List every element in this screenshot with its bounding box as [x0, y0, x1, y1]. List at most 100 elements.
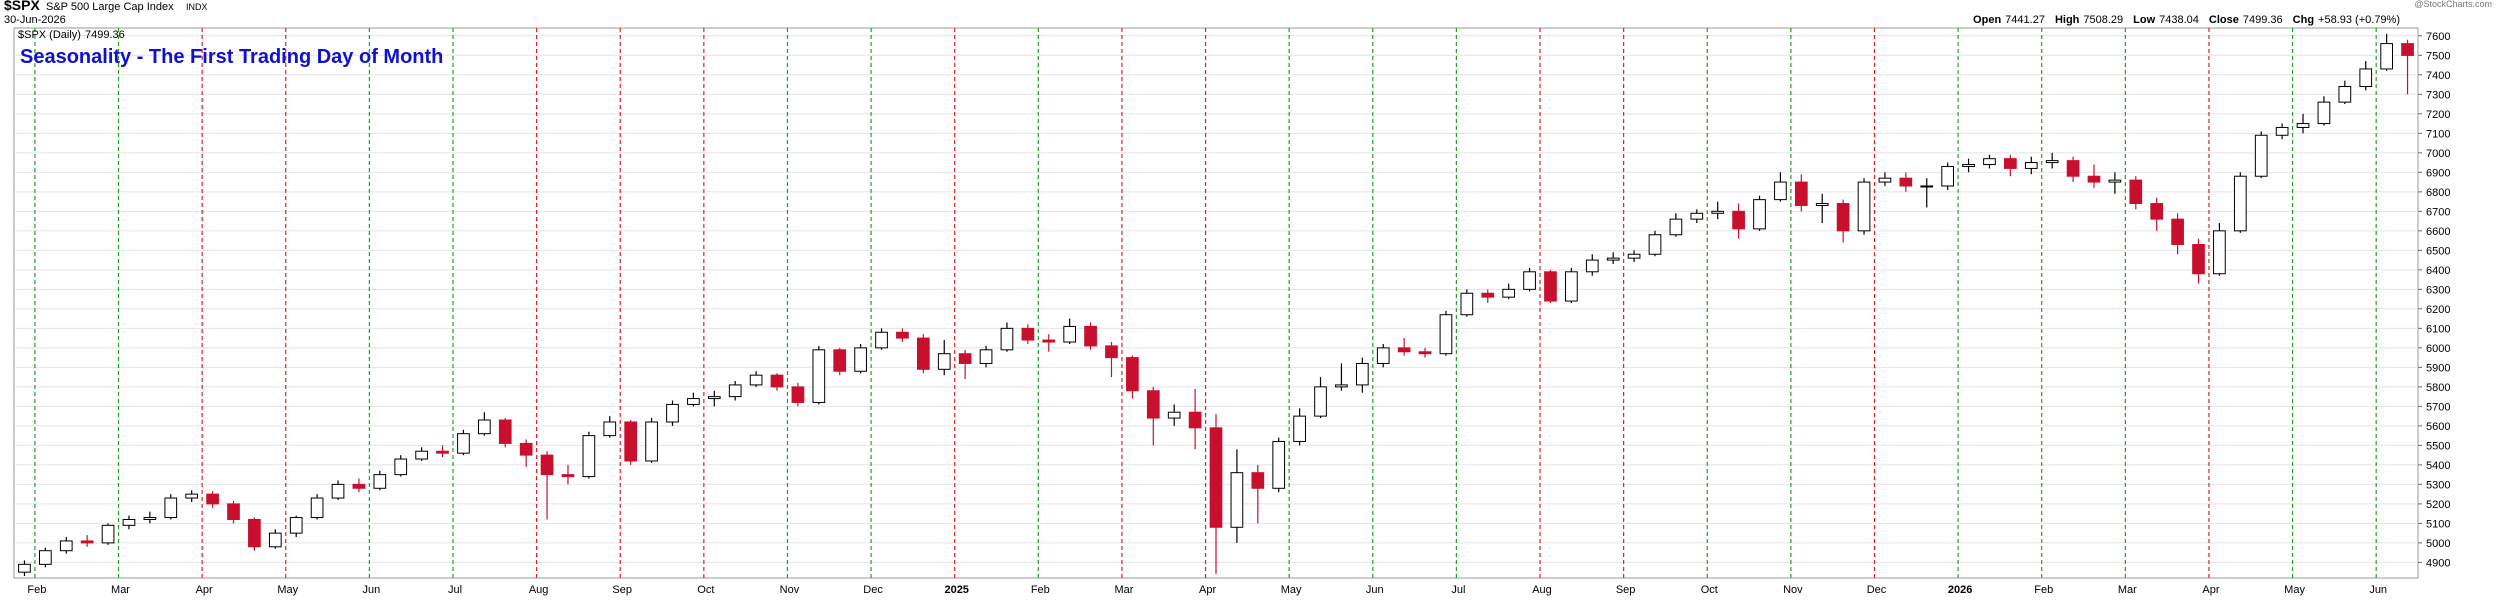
chart-title: Seasonality - The First Trading Day of M… — [20, 46, 443, 68]
x-tick-label: Nov — [1783, 584, 1803, 596]
index-name: S&P 500 Large Cap Index — [46, 1, 174, 13]
candle-body — [2087, 175, 2101, 183]
candle-body — [2171, 218, 2184, 245]
candle-body — [687, 398, 700, 405]
candle-body — [227, 503, 240, 520]
stat-label: Open — [1973, 14, 2001, 26]
candle-body — [1983, 158, 1996, 166]
x-tick-label: Apr — [1199, 584, 1216, 596]
y-tick-label: 6300 — [2426, 284, 2450, 296]
y-tick-label: 6700 — [2426, 206, 2450, 218]
y-tick-label: 6800 — [2426, 187, 2450, 199]
candle-body — [707, 396, 721, 400]
candle-body — [373, 474, 387, 489]
y-tick-label: 4900 — [2426, 557, 2450, 569]
y-tick-label: 5500 — [2426, 440, 2450, 452]
x-tick-label: Jul — [448, 584, 462, 596]
exchange: INDX — [186, 2, 208, 12]
candle-body — [979, 349, 993, 364]
candle-body — [1042, 339, 1056, 343]
candle-body — [2296, 123, 2310, 128]
y-tick-label: 5200 — [2426, 499, 2450, 511]
x-tick-label: Feb — [27, 584, 46, 596]
candle-body — [1690, 212, 1704, 220]
candle-body — [1146, 390, 1160, 419]
y-tick-label: 7200 — [2426, 109, 2450, 121]
candle-body — [645, 421, 658, 462]
candle-body — [2401, 43, 2414, 56]
candle-body — [1188, 411, 1202, 429]
legend: $SPX (Daily) 7499.36 — [18, 29, 125, 41]
plot-frame — [13, 27, 2419, 579]
x-tick-label: Apr — [196, 584, 213, 596]
candle-body — [1962, 164, 1975, 167]
candle-body — [666, 403, 679, 423]
x-tick-label: May — [2284, 584, 2305, 596]
candle-body — [2045, 160, 2059, 164]
candle-body — [1481, 292, 1495, 298]
candle-body — [896, 331, 909, 339]
candle-body — [248, 518, 261, 548]
candle-body — [603, 421, 617, 437]
candle-body — [268, 532, 282, 548]
legend-value: 7499.36 — [85, 29, 125, 41]
x-tick-label: Feb — [1031, 584, 1050, 596]
symbol: $SPX — [4, 0, 40, 13]
candle-body — [1753, 199, 1766, 230]
candle-body — [749, 374, 763, 386]
candle-body — [2108, 179, 2122, 183]
candle-body — [2066, 160, 2080, 177]
y-tick-label: 6900 — [2426, 167, 2450, 179]
candle-body — [582, 435, 596, 478]
candle-body — [331, 483, 345, 499]
stat-value: +58.93 (+0.79%) — [2318, 14, 2400, 26]
candle-body — [1000, 327, 1014, 351]
candle-body — [39, 550, 52, 565]
candle-body — [1899, 177, 1913, 187]
candle-body — [143, 517, 157, 520]
x-tick-label: Nov — [780, 584, 800, 596]
candle-body — [1251, 472, 1265, 489]
candle-body — [1648, 234, 1662, 255]
candle-body — [2004, 158, 2017, 169]
y-tick-label: 6100 — [2426, 323, 2450, 335]
stat-value: 7499.36 — [2243, 14, 2283, 26]
candle-body — [1857, 181, 1871, 232]
candle-body — [1376, 347, 1390, 364]
candle-body — [916, 337, 930, 370]
y-tick-label: 7500 — [2426, 50, 2450, 62]
candle-body — [1209, 427, 1223, 528]
y-tick-label: 5000 — [2426, 538, 2450, 550]
candle-body — [164, 497, 178, 519]
y-tick-label: 5700 — [2426, 401, 2450, 413]
y-tick-label: 7300 — [2426, 89, 2450, 101]
candle-body — [2317, 101, 2331, 125]
candle-body — [1397, 347, 1411, 353]
y-tick-label: 7600 — [2426, 31, 2450, 43]
stat-label: Low — [2133, 14, 2155, 26]
y-tick-label: 6200 — [2426, 304, 2450, 316]
candle-body — [791, 386, 805, 403]
candle-body — [1230, 472, 1244, 528]
candle-body — [540, 454, 554, 476]
candle-body — [833, 349, 847, 372]
stat-value: 7441.27 — [2005, 14, 2045, 26]
candle-body — [1439, 314, 1453, 355]
candle-body — [1774, 181, 1787, 201]
y-tick-label: 5800 — [2426, 382, 2450, 394]
candle-body — [2254, 134, 2268, 177]
y-tick-label: 5600 — [2426, 421, 2450, 433]
candle-body — [519, 442, 533, 456]
candle-body — [1167, 411, 1181, 419]
candle-body — [1460, 292, 1474, 316]
candle-body — [1314, 386, 1327, 417]
candle-body — [1355, 362, 1369, 386]
candle-body — [477, 419, 491, 435]
candle-body — [498, 419, 512, 444]
candle-body — [624, 421, 638, 462]
y-tick-label: 5300 — [2426, 479, 2450, 491]
candle-body — [2129, 179, 2143, 205]
